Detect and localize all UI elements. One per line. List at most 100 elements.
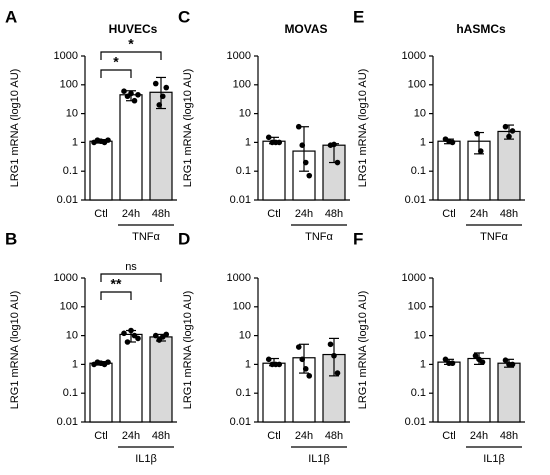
y-tick-label: 100 (408, 301, 426, 313)
data-point (131, 97, 138, 104)
data-point (306, 373, 313, 379)
y-tick-label: 100 (60, 79, 78, 91)
x-tick-label: 24h (122, 208, 140, 220)
y-tick-label: 0.01 (57, 416, 78, 428)
group-label: TNFα (480, 231, 508, 243)
y-tick-label: 1000 (54, 272, 78, 284)
bar (437, 140, 461, 201)
x-tick-label: 48h (500, 208, 518, 220)
bar (497, 362, 521, 423)
bar (89, 140, 113, 201)
data-point (502, 357, 509, 363)
data-point (276, 139, 283, 146)
y-axis-label: LRG1 mRNA (log10 AU) (9, 291, 21, 410)
y-tick-label: 0.1 (411, 387, 426, 399)
data-point (327, 341, 334, 348)
bar (262, 362, 286, 423)
data-point (331, 352, 337, 359)
x-tick-label: Ctl (94, 430, 107, 442)
bar (262, 140, 286, 201)
x-tick-label: 24h (470, 208, 488, 220)
data-point (128, 327, 134, 334)
data-point (477, 148, 484, 154)
y-tick-label: 10 (239, 330, 251, 342)
data-point (295, 344, 302, 350)
group-label: IL1β (483, 453, 505, 465)
y-tick-label: 1 (72, 136, 78, 148)
panel-letter: E (353, 7, 364, 26)
y-tick-label: 1 (420, 358, 426, 370)
panel-letter: A (5, 7, 17, 26)
data-point (152, 332, 159, 339)
data-point (156, 102, 163, 108)
y-axis-label: LRG1 mRNA (log10 AU) (182, 69, 194, 188)
y-tick-label: 10 (66, 330, 78, 342)
panel-letter: C (178, 7, 190, 26)
significance-bracket (100, 51, 162, 60)
x-tick-label: 48h (325, 430, 343, 442)
y-axis-label: LRG1 mRNA (log10 AU) (357, 291, 369, 410)
y-tick-label: 1 (72, 358, 78, 370)
y-tick-label: 1000 (227, 50, 251, 62)
y-tick-label: 100 (233, 301, 251, 313)
significance-label: * (113, 54, 119, 70)
data-point (159, 93, 166, 100)
data-point (299, 142, 306, 148)
data-point (302, 366, 309, 372)
y-tick-label: 0.1 (63, 165, 78, 177)
data-point (299, 356, 306, 363)
x-tick-label: 48h (152, 208, 170, 220)
group-label: TNFα (132, 231, 160, 243)
y-tick-label: 100 (408, 79, 426, 91)
y-tick-label: 0.01 (57, 194, 78, 206)
data-point (163, 331, 170, 338)
significance-bracket (100, 291, 132, 300)
significance-label: * (128, 36, 134, 52)
x-tick-label: 24h (295, 430, 313, 442)
panel-title: MOVAS (284, 22, 327, 36)
x-tick-label: Ctl (267, 430, 280, 442)
data-point (509, 128, 516, 134)
x-tick-label: 48h (152, 430, 170, 442)
y-tick-label: 0.01 (230, 194, 251, 206)
bar (467, 357, 491, 423)
data-point (334, 370, 341, 376)
y-tick-label: 0.01 (405, 416, 426, 428)
data-point (152, 80, 159, 87)
y-tick-label: 1 (245, 358, 251, 370)
y-tick-label: 0.1 (63, 387, 78, 399)
data-point (306, 172, 313, 179)
data-point (442, 356, 449, 363)
x-tick-label: 24h (470, 430, 488, 442)
bar (119, 94, 143, 201)
panel-letter: D (178, 229, 190, 248)
data-point (105, 359, 111, 365)
data-point (472, 352, 479, 359)
data-point (474, 130, 481, 137)
y-tick-label: 100 (233, 79, 251, 91)
bar (119, 333, 143, 423)
significance-label: ** (111, 276, 122, 292)
y-tick-label: 0.01 (405, 194, 426, 206)
significance-bracket (100, 273, 162, 282)
significance-bracket (100, 69, 132, 78)
x-tick-label: Ctl (442, 430, 455, 442)
data-point (163, 84, 170, 91)
y-tick-label: 1000 (402, 50, 426, 62)
y-tick-label: 10 (414, 330, 426, 342)
x-tick-label: Ctl (94, 208, 107, 220)
data-point (135, 335, 141, 342)
x-tick-label: 48h (325, 208, 343, 220)
bar (89, 362, 113, 423)
data-point (265, 134, 272, 141)
data-point (295, 123, 302, 130)
y-axis-label: LRG1 mRNA (log10 AU) (182, 291, 194, 410)
data-point (135, 91, 141, 98)
bar (497, 130, 521, 201)
data-point (276, 361, 283, 368)
data-point (506, 133, 512, 140)
x-tick-label: 24h (122, 430, 140, 442)
data-point (302, 159, 309, 166)
y-axis-label: LRG1 mRNA (log10 AU) (357, 69, 369, 188)
